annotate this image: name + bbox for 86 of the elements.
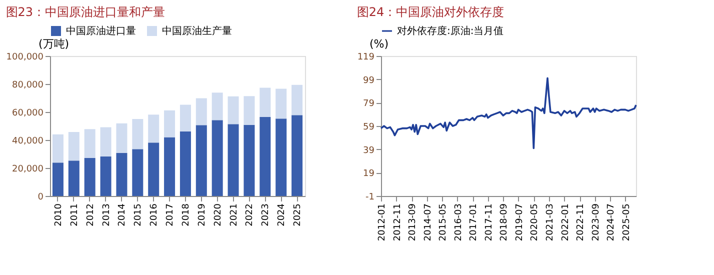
bar [260,88,271,118]
legend-label: 对外依存度:原油:当月值 [397,25,504,37]
y-tick-label: 60,000 [12,108,44,118]
bar [292,84,303,116]
bar [52,162,64,196]
x-tick-label: 2015-05 [438,204,449,242]
x-tick-label: 2015 [134,204,144,226]
y-tick-label: 20,000 [12,164,44,174]
bar [196,125,207,196]
x-tick-label: 2025 [293,204,304,226]
y-axis-title: (万吨) [38,38,70,50]
bar [244,124,255,196]
x-tick-label: 2017 [166,204,176,226]
x-tick-label: 2016-03 [454,204,464,242]
bar [116,123,128,153]
bar [116,152,128,196]
line-series [380,77,637,150]
bar [84,158,96,196]
bar [260,117,271,196]
y-tick-label: 100,000 [6,52,44,62]
bar [148,142,160,196]
bar [276,118,287,196]
x-tick-label: 2023-09 [591,203,602,242]
y-tick-label: 19 [363,169,375,180]
x-tick-label: 2018-09 [500,203,510,242]
x-tick-label: 2022-11 [576,204,586,242]
x-tick-label: 2012-01 [378,204,388,242]
bar [100,127,112,157]
x-tick-label: 2014-07 [423,204,434,242]
bar [196,98,207,126]
bar [212,92,223,120]
bar [164,137,176,196]
y-tick-label: 39 [363,146,375,156]
bar [68,160,80,196]
y-tick-label: 40,000 [12,136,44,146]
y-tick-label: 0 [38,192,44,202]
bar [244,96,255,125]
y-tick-label: 119 [357,52,375,62]
y-tick-label: 99 [363,76,375,86]
x-tick-label: 2012 [86,204,96,226]
bar [68,132,80,161]
x-tick-label: 2011 [70,204,80,226]
x-tick-label: 2010 [54,203,64,226]
bar [164,110,176,138]
x-tick-label: 2023 [261,204,272,226]
chart-title: 图24：中国原油对外依存度 [356,5,504,19]
bar [276,88,287,119]
bar [180,104,191,132]
x-tick-label: 2019-07 [514,204,525,242]
x-tick-label: 2020 [213,203,224,226]
x-tick-label: 2025-05 [622,204,632,242]
x-tick-label: 2013 [102,204,112,226]
x-tick-label: 2013-09 [408,203,418,242]
y-tick-label: -1 [366,192,374,202]
bar [228,96,239,124]
y-axis-title: (%) [370,38,389,50]
bar [100,156,112,196]
bar [52,134,64,163]
x-tick-label: 2021 [229,204,240,226]
bar [132,119,144,150]
x-tick-label: 2022-01 [560,204,571,242]
x-tick-label: 2020-05 [530,204,540,242]
x-tick-label: 2018 [181,203,192,226]
x-tick-label: 2024-07 [606,204,617,242]
bar [292,115,303,196]
y-tick-label: 80,000 [12,80,44,90]
legend-label: 中国原油进口量 [66,25,136,37]
x-tick-label: 2014 [118,203,128,226]
bar [132,149,144,196]
x-tick-label: 2017-01 [469,204,480,242]
x-tick-label: 2022 [245,204,256,226]
bar [228,124,239,196]
x-tick-label: 2024 [277,203,288,226]
y-tick-label: 59 [363,122,375,132]
bar [212,120,223,196]
legend-label: 中国原油生产量 [162,25,232,37]
chart-title: 图23：中国原油进口量和产量 [6,5,166,19]
y-tick-label: 79 [363,99,375,110]
x-tick-label: 2017-11 [484,204,494,242]
bar [148,114,160,143]
x-tick-label: 2016 [150,203,160,226]
x-tick-label: 2012-11 [392,204,403,242]
x-tick-label: 2019 [197,203,208,226]
bar [84,129,96,158]
bar [180,131,191,196]
x-tick-label: 2021-03 [545,204,556,242]
